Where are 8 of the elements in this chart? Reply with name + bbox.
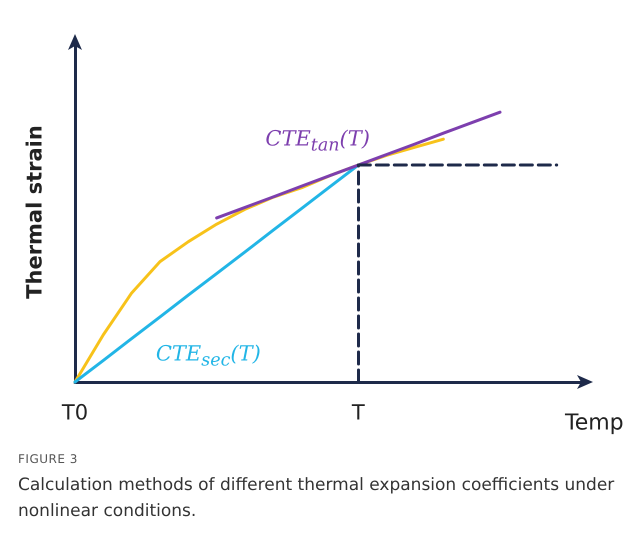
series-label: CTE$_{tan}$(T) [265,126,370,156]
x-axis-title: Temp [564,410,624,436]
caption: FIGURE 3 [18,452,79,466]
x-tick-label: T [350,400,365,424]
x-tick-label: T0 [60,400,88,424]
text: Calculation methods of different thermal expansion coefficients under nonlinear conditions. [18,474,616,523]
series-label: CTE$_{sec}$(T) [156,341,261,371]
y-axis-title: Thermal strain [22,125,46,299]
